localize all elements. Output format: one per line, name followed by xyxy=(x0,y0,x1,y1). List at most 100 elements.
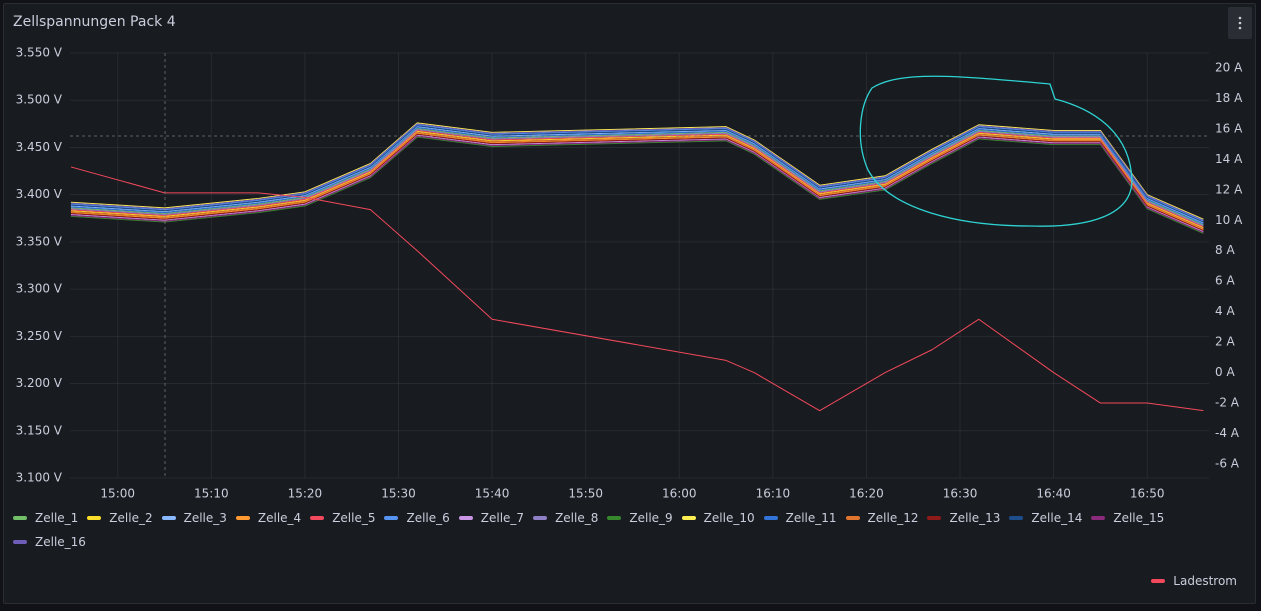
y2-tick-label: 20 A xyxy=(1215,60,1243,74)
y2-tick-label: 18 A xyxy=(1215,91,1243,105)
y-tick-label: 3.150 V xyxy=(16,423,63,437)
legend-item[interactable]: Zelle_5 xyxy=(310,509,375,527)
legend-item[interactable]: Zelle_11 xyxy=(763,509,837,527)
panel: Zellspannungen Pack 4 xyxy=(3,3,1256,604)
plot-lines xyxy=(70,122,1204,412)
series-line xyxy=(70,122,1204,220)
y2-tick-label: 10 A xyxy=(1215,213,1243,227)
legend-item[interactable]: Zelle_15 xyxy=(1091,509,1164,527)
y-tick-label: 3.250 V xyxy=(16,329,63,343)
series-line xyxy=(70,135,1204,233)
legend-label: Zelle_16 xyxy=(35,535,86,549)
legend-label: Zelle_4 xyxy=(257,511,302,525)
panel-menu-button[interactable] xyxy=(1228,7,1252,39)
y2-tick-label: -2 A xyxy=(1215,396,1240,410)
x-tick-label: 16:10 xyxy=(756,487,791,501)
legend-swatch xyxy=(235,516,250,520)
legend-item[interactable]: Zelle_7 xyxy=(458,509,525,527)
y-tick-label: 3.100 V xyxy=(16,471,63,485)
legend-swatch xyxy=(161,516,176,520)
panel-title: Zellspannungen Pack 4 xyxy=(13,14,176,30)
legend-swatch xyxy=(927,516,942,520)
legend-label: Zelle_10 xyxy=(703,511,755,525)
legend-swatch xyxy=(1091,516,1106,520)
legend-item[interactable]: Zelle_6 xyxy=(384,509,450,527)
x-tick-label: 16:20 xyxy=(849,487,884,501)
series-line xyxy=(70,127,1204,225)
dot xyxy=(1238,16,1242,20)
x-tick-label: 15:10 xyxy=(194,487,229,501)
legend-label: Zelle_15 xyxy=(1113,511,1165,525)
y-tick-label: 3.400 V xyxy=(16,187,63,201)
chart: 3.100 V 3.150 V 3.200 V 3.250 V 3.300 V 3.350… xyxy=(16,46,1243,501)
legend-item[interactable]: Zelle_10 xyxy=(681,509,755,527)
legend-swatch xyxy=(13,516,27,520)
y-tick-label: 3.200 V xyxy=(16,376,63,390)
legend-swatch xyxy=(607,516,622,520)
menu-icon xyxy=(1238,16,1242,30)
legend-item[interactable]: Zelle_2 xyxy=(87,509,153,527)
y2-tick-label: -6 A xyxy=(1215,456,1240,470)
y2-tick-label: 16 A xyxy=(1215,121,1243,135)
legend-label: Zelle_1 xyxy=(35,511,79,525)
x-tick-label: 15:40 xyxy=(475,487,510,501)
series-line xyxy=(70,126,1204,224)
series-line xyxy=(70,128,1204,226)
annotation-ellipse xyxy=(859,75,1133,227)
y2-tick-label: 2 A xyxy=(1215,335,1235,349)
series-line xyxy=(70,166,1204,412)
legend-item[interactable]: Zelle_3 xyxy=(161,509,227,527)
legend-item[interactable]: Ladestrom xyxy=(1151,572,1237,590)
series-line xyxy=(70,132,1204,231)
legend-swatch xyxy=(681,516,696,520)
legend-item[interactable]: Zelle_8 xyxy=(533,509,598,527)
legend-label: Zelle_7 xyxy=(480,511,525,525)
series-line xyxy=(70,134,1204,232)
y-tick-label: 3.500 V xyxy=(16,93,63,107)
y-tick-label: 3.300 V xyxy=(16,282,63,296)
legend-swatch xyxy=(13,540,27,544)
x-tick-label: 16:00 xyxy=(662,487,697,501)
legend-label: Zelle_12 xyxy=(867,511,919,525)
y2-tick-label: 12 A xyxy=(1215,182,1243,196)
legend-item[interactable]: Zelle_1 xyxy=(13,509,78,527)
x-tick-label: 16:50 xyxy=(1130,487,1165,501)
legend-item[interactable]: Zelle_12 xyxy=(845,509,919,527)
y2-tick-label: 0 A xyxy=(1215,365,1235,379)
dot xyxy=(1238,26,1242,30)
legend-item[interactable]: Zelle_14 xyxy=(1009,509,1082,527)
legend-swatch xyxy=(87,516,102,520)
legend-label: Zelle_8 xyxy=(555,511,599,525)
legend-label: Zelle_14 xyxy=(1031,511,1083,525)
legend-label: Zelle_11 xyxy=(785,511,837,525)
legend-item[interactable]: Zelle_16 xyxy=(13,533,86,551)
legend-label: Zelle_9 xyxy=(629,511,673,525)
legend-label: Zelle_5 xyxy=(332,511,376,525)
dot xyxy=(1238,21,1242,25)
x-tick-label: 16:30 xyxy=(943,487,978,501)
series-line xyxy=(70,131,1204,230)
y2-tick-label: -4 A xyxy=(1215,426,1240,440)
x-tick-label: 15:50 xyxy=(568,487,603,501)
series-line xyxy=(70,125,1204,223)
x-tick-label: 15:20 xyxy=(288,487,323,501)
legend-swatch xyxy=(1151,579,1166,583)
legend-label: Ladestrom xyxy=(1173,574,1237,588)
legend-swatch xyxy=(763,516,778,520)
legend-swatch xyxy=(310,516,325,520)
legend-swatch xyxy=(533,516,548,520)
legend-right-axis: Ladestrom xyxy=(1151,572,1237,590)
y2-tick-label: 6 A xyxy=(1215,274,1235,288)
legend-item[interactable]: Zelle_4 xyxy=(235,509,302,527)
legend-item[interactable]: Zelle_13 xyxy=(927,509,1000,527)
legend-swatch xyxy=(1009,516,1024,520)
legend-label: Zelle_13 xyxy=(949,511,1001,525)
series-line xyxy=(70,129,1204,228)
x-tick-label: 15:30 xyxy=(381,487,416,501)
legend-item[interactable]: Zelle_9 xyxy=(607,509,673,527)
x-tick-label: 16:40 xyxy=(1036,487,1071,501)
y2-tick-label: 4 A xyxy=(1215,304,1235,318)
legend-label: Zelle_2 xyxy=(109,511,153,525)
y2-tick-label: 8 A xyxy=(1215,243,1235,257)
